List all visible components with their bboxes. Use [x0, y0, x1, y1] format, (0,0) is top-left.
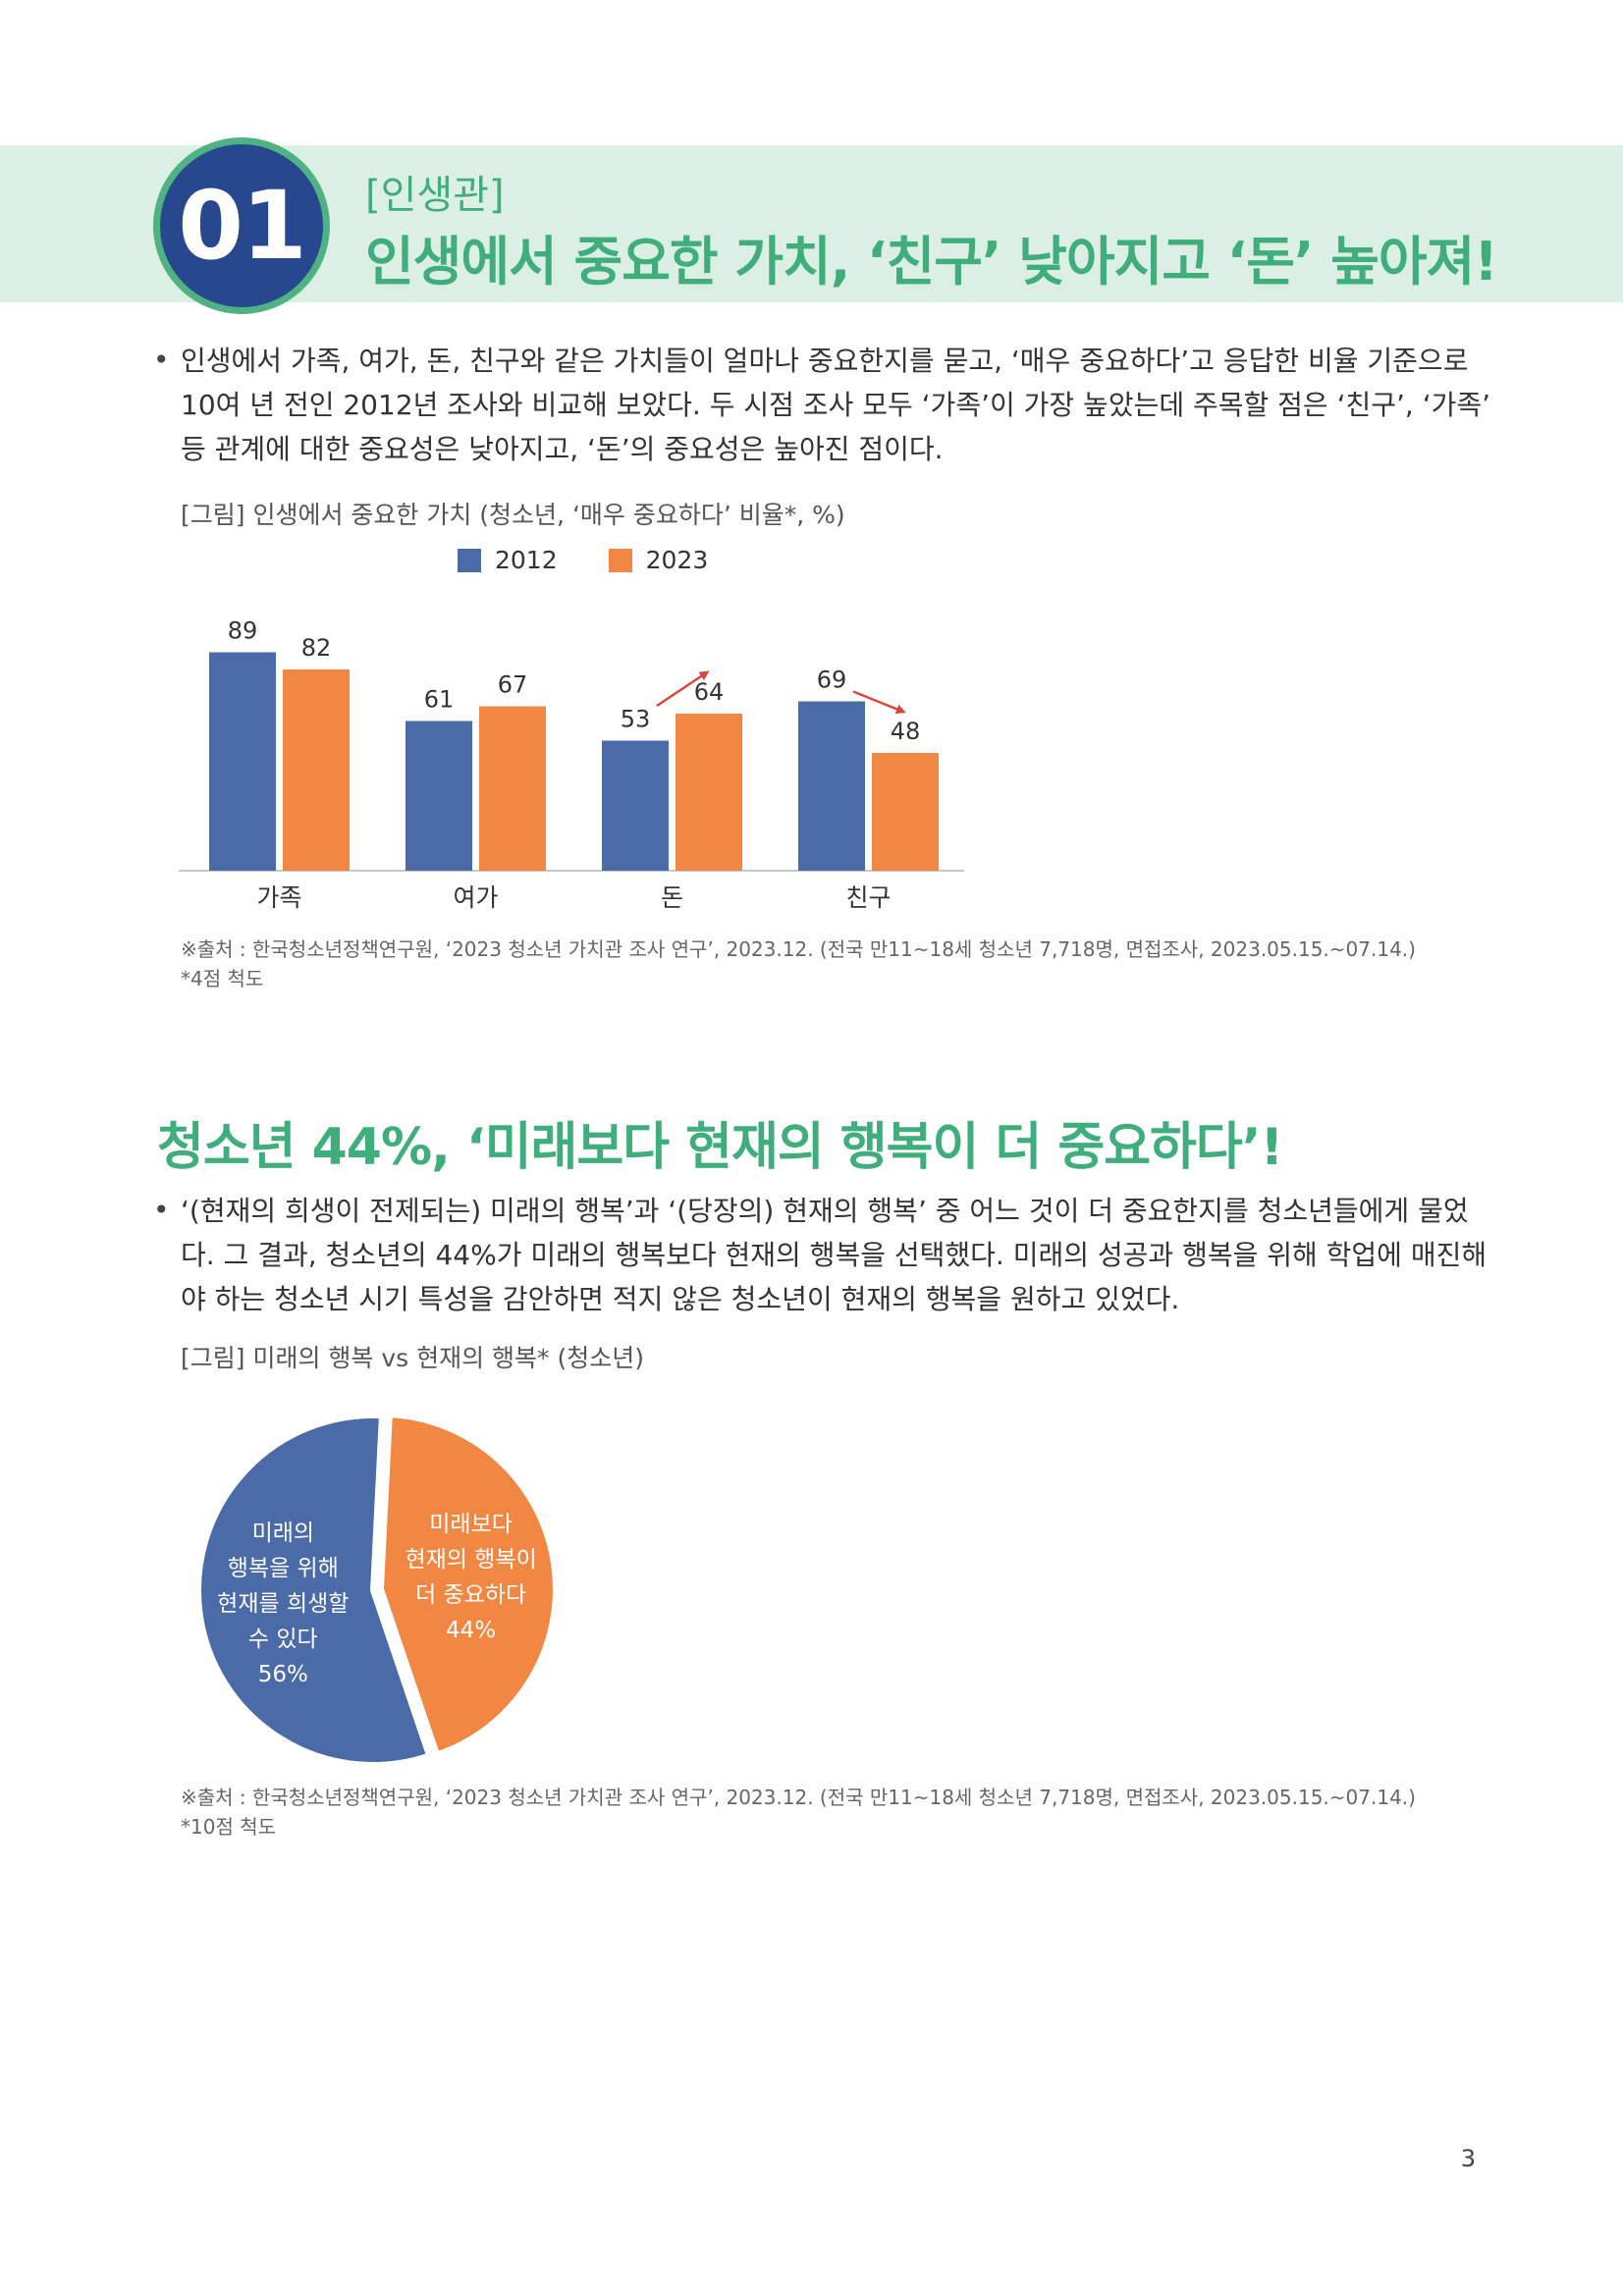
section-title: 인생에서 중요한 가치, ‘친구’ 낮아지고 ‘돈’ 높아져!	[365, 231, 1498, 293]
pie-slice-label: 수 있다	[248, 1627, 318, 1652]
section-category: [인생관]	[365, 173, 505, 218]
pie-chart-source: ※출처 : 한국청소년정책연구원, ‘2023 청소년 가치관 조사 연구’, …	[181, 1783, 1416, 1842]
section2-paragraph: ‘(현재의 희생이 전제되는) 미래의 행복’과 ‘(당장의) 현재의 행복’ …	[181, 1189, 1487, 1321]
scale-note: *10점 척도	[181, 1815, 277, 1839]
pie-percent-label: 44%	[446, 1618, 496, 1643]
bar-value-label: 67	[498, 671, 528, 699]
bar-2023-0	[283, 669, 350, 871]
section-number-badge: 01	[153, 137, 330, 314]
scale-note: *4점 척도	[181, 967, 264, 990]
paragraph-line: 인생에서 가족, 여가, 돈, 친구와 같은 가치들이 얼마나 중요한지를 묻고…	[181, 345, 1469, 377]
bar-chart: 89 82 가족 61 67 여가 53 64 돈 69 48 친구	[179, 617, 964, 912]
bar-value-label: 48	[891, 718, 921, 745]
x-tick-label: 여가	[453, 883, 498, 912]
paragraph-line: ‘(현재의 희생이 전제되는) 미래의 행복’과 ‘(당장의) 현재의 행복’ …	[181, 1195, 1469, 1227]
bar-value-label: 64	[694, 678, 725, 706]
bar-value-label: 53	[621, 706, 651, 733]
section1-paragraph: 인생에서 가족, 여가, 돈, 친구와 같은 가치들이 얼마나 중요한지를 묻고…	[181, 339, 1490, 471]
bar-2012-2	[602, 740, 669, 871]
bar-2012-3	[798, 701, 865, 871]
bar-value-label: 82	[301, 634, 332, 662]
page-number: 3	[1460, 2145, 1476, 2172]
bar-2023-1	[479, 706, 546, 871]
bar-value-label: 89	[228, 617, 258, 645]
legend-swatch-2023	[608, 548, 632, 572]
chart-legend: 2012 2023	[458, 546, 708, 574]
bar-value-label: 61	[424, 686, 455, 714]
pie-slice-1	[377, 1411, 559, 1759]
pie-slice-label: 더 중요하다	[415, 1582, 526, 1608]
pie-slice-0	[195, 1413, 433, 1768]
x-tick-label: 가족	[256, 883, 301, 912]
pie-slice-label: 현재의 행복이	[405, 1547, 536, 1573]
source-line: ※출처 : 한국청소년정책연구원, ‘2023 청소년 가치관 조사 연구’, …	[181, 937, 1416, 961]
pie-figure-caption: [그림] 미래의 행복 vs 현재의 행복* (청소년)	[181, 1344, 645, 1372]
bullet-marker: •	[153, 344, 170, 376]
bar-2012-0	[209, 652, 276, 871]
pie-slice-label: 미래의	[252, 1521, 314, 1546]
x-tick-label: 친구	[845, 883, 891, 912]
source-line: ※출처 : 한국청소년정책연구원, ‘2023 청소년 가치관 조사 연구’, …	[181, 1786, 1416, 1809]
x-tick-label: 돈	[661, 883, 683, 912]
paragraph-line: 10여 년 전인 2012년 조사와 비교해 보았다. 두 시점 조사 모두 ‘…	[181, 389, 1491, 421]
pie-percent-label: 56%	[258, 1662, 308, 1687]
bar-2012-1	[406, 721, 472, 871]
bullet-marker: •	[153, 1194, 170, 1226]
section2-title: 청소년 44%, ‘미래보다 현재의 행복이 더 중요하다’!	[157, 1118, 1283, 1177]
trend-arrow-up	[656, 670, 710, 708]
bar-figure-caption: [그림] 인생에서 중요한 가치 (청소년, ‘매우 중요하다’ 비율*, %)	[181, 501, 845, 529]
paragraph-line: 다. 그 결과, 청소년의 44%가 미래의 행복보다 현재의 행복을 선택했다…	[181, 1239, 1488, 1271]
pie-slice-label: 행복을 위해	[228, 1556, 339, 1581]
pie-slice-label: 미래보다	[429, 1512, 513, 1537]
paragraph-line: 등 관계에 대한 중요성은 낮아지고, ‘돈’의 중요성은 높아진 점이다.	[181, 433, 944, 465]
bar-2023-2	[676, 714, 742, 871]
bar-value-label: 69	[817, 667, 847, 694]
pie-slice-label: 현재를 희생할	[217, 1591, 349, 1617]
legend-label-2012: 2012	[495, 546, 558, 574]
trend-arrow-down	[852, 690, 906, 715]
bar-2023-3	[872, 753, 939, 871]
bar-chart-source: ※출처 : 한국청소년정책연구원, ‘2023 청소년 가치관 조사 연구’, …	[181, 934, 1416, 993]
legend-swatch-2012	[458, 548, 481, 572]
legend-label-2023: 2023	[645, 546, 709, 574]
paragraph-line: 야 하는 청소년 시기 특성을 감안하면 적지 않은 청소년이 현재의 행복을 …	[181, 1283, 1180, 1315]
